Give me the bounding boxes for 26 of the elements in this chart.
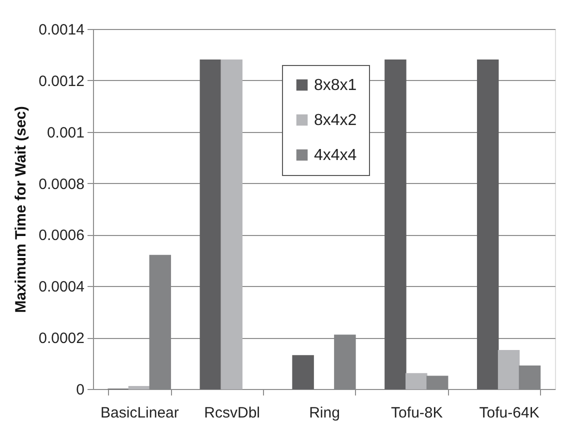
bar: [292, 355, 314, 390]
y-tick-label: 0.0006: [38, 227, 84, 244]
y-tick-label: 0.0004: [38, 278, 84, 296]
bar: [128, 386, 150, 390]
y-tick-label: 0.001: [46, 124, 84, 142]
x-tick-label: RcsvDbl: [204, 404, 260, 422]
legend-label: 4x4x4: [314, 147, 357, 164]
bar: [406, 373, 428, 390]
y-axis-title: Maximum Time for Wait (sec): [12, 106, 30, 313]
x-tick-label: BasicLinear: [100, 404, 179, 422]
x-tick-label: Ring: [309, 404, 340, 422]
bar: [200, 59, 222, 390]
bar: [498, 350, 520, 390]
y-tick-label: 0.0012: [38, 72, 84, 90]
y-tick-label: 0.0002: [38, 330, 84, 348]
y-tick-label: 0.0014: [38, 22, 84, 38]
bar: [426, 376, 448, 390]
bar: [220, 59, 242, 390]
x-tick-label: Tofu-64K: [479, 404, 540, 422]
y-tick-label: 0: [76, 382, 84, 398]
legend-label: 8x4x2: [314, 112, 357, 129]
y-tick-label: 0.0008: [38, 176, 84, 193]
bar: [476, 59, 499, 390]
legend-label: 8x8x1: [314, 77, 357, 94]
bar: [384, 59, 406, 390]
x-tick-label: Tofu-8K: [391, 404, 443, 422]
